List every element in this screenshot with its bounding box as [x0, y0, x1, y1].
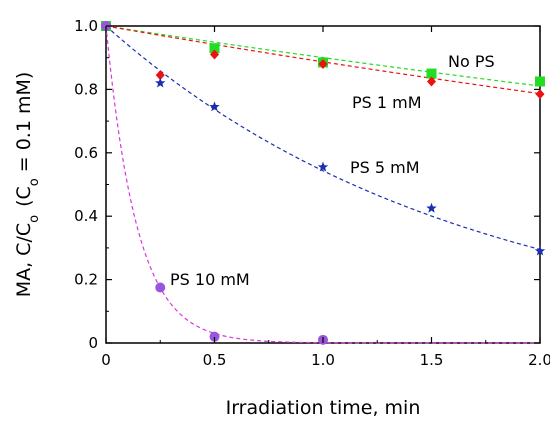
data-point: [155, 282, 166, 293]
x-tick-label: 2.0: [528, 351, 550, 369]
y-tick-label: 0.2: [74, 271, 98, 289]
x-tick-label: 1.0: [311, 351, 335, 369]
series-label-ps-10mm: PS 10 mM: [170, 270, 250, 289]
y-tick-label: 0: [88, 334, 98, 352]
data-point: [535, 76, 545, 87]
y-tick-label: 1.0: [74, 17, 98, 35]
data-point: [317, 161, 329, 172]
y-tick-label: 0.8: [74, 80, 98, 98]
data-point: [155, 70, 165, 81]
x-tick-label: 0.5: [203, 351, 227, 369]
y-axis-ticks: 0 0.2 0.4 0.6 0.8 1.0: [74, 17, 540, 352]
x-axis-ticks: 0 0.5 1.0 1.5 2.0: [101, 26, 550, 369]
y-axis-title-paren-open: (C: [13, 186, 35, 207]
x-tick-label: 1.5: [420, 351, 444, 369]
data-point: [426, 68, 437, 79]
data-point: [210, 49, 219, 60]
data-point: [209, 43, 220, 54]
y-axis-title-subscript: o: [27, 215, 42, 223]
y-axis-title-paren-subscript: o: [27, 178, 42, 186]
data-markers: [100, 20, 546, 345]
data-point: [155, 77, 166, 88]
y-tick-label: 0.6: [74, 144, 98, 162]
fit-line: [105, 25, 540, 344]
data-point: [318, 59, 328, 70]
data-point: [426, 202, 437, 213]
y-axis-title-paren-rest: = 0.1 mM): [13, 72, 35, 179]
y-tick-label: 0.4: [74, 207, 98, 225]
data-point: [209, 331, 220, 342]
x-tick-label: 0: [101, 351, 111, 369]
x-axis-title: Irradiation time, min: [226, 397, 421, 419]
data-point: [535, 89, 545, 100]
y-axis-title-main: MA, C/C: [13, 223, 35, 297]
series-label-ps-5mm: PS 5 mM: [350, 158, 420, 177]
data-point: [427, 76, 436, 87]
data-point: [209, 101, 220, 112]
plot-area-frame: [105, 25, 541, 344]
y-axis-title: MA, C/Co(Co = 0.1 mM): [13, 72, 42, 298]
series-label-ps-1mm: PS 1 mM: [352, 93, 422, 112]
data-point: [534, 245, 546, 256]
series-label-no-ps: No PS: [448, 52, 495, 71]
fit-line: [105, 25, 541, 250]
fit-lines: [105, 25, 541, 344]
